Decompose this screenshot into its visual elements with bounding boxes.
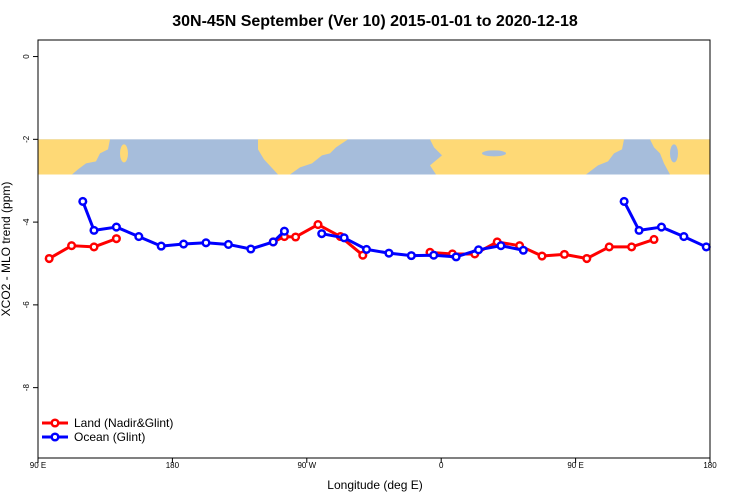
- data-point: [111, 234, 121, 244]
- data-point: [179, 239, 189, 249]
- series-line: [321, 232, 524, 259]
- data-point: [361, 244, 372, 254]
- data-point: [384, 248, 394, 258]
- data-point: [473, 245, 484, 255]
- data-point: [317, 229, 327, 239]
- series-ocean: [78, 196, 711, 262]
- data-point: [619, 196, 629, 206]
- legend-label: Ocean (Glint): [74, 430, 145, 444]
- x-tick-label: 180: [166, 461, 180, 470]
- data-point: [537, 251, 547, 261]
- map-landmass: [258, 139, 348, 175]
- data-point: [406, 251, 416, 261]
- legend: Land (Nadir&Glint)Ocean (Glint): [42, 416, 173, 444]
- y-axis-title: XCO2 - MLO trend (ppm): [0, 182, 13, 317]
- y-tick-label: 0: [22, 54, 31, 59]
- chart-title: 30N-45N September (Ver 10) 2015-01-01 to…: [172, 13, 578, 30]
- data-point: [339, 233, 349, 243]
- y-axis: 0 -2 -4 -6 -8: [22, 54, 38, 391]
- x-tick-label: 180: [703, 461, 717, 470]
- data-point: [496, 241, 506, 251]
- x-axis: 90 E 180 90 W 0 90 E 180: [30, 458, 717, 470]
- data-point: [44, 253, 54, 264]
- y-tick-label: -6: [22, 301, 31, 309]
- x-tick-label: 90 E: [30, 461, 46, 470]
- data-point: [429, 250, 439, 260]
- x-tick-label: 0: [439, 461, 444, 470]
- map-landmass: [430, 139, 624, 175]
- y-tick-label: -2: [22, 135, 31, 143]
- world-map-band: [38, 139, 710, 175]
- legend-marker: [50, 418, 60, 428]
- data-point: [246, 244, 256, 254]
- x-axis-title: Longitude (deg E): [327, 478, 422, 492]
- data-point: [223, 239, 233, 249]
- data-point: [201, 238, 211, 248]
- x-tick-label: 90 E: [567, 461, 583, 470]
- data-point: [89, 242, 99, 252]
- map-sea: [482, 150, 506, 157]
- data-point: [559, 249, 569, 259]
- data-point: [701, 242, 711, 252]
- data-point: [634, 225, 644, 235]
- map-landmass: [650, 139, 710, 175]
- x-tick-label: 90 W: [297, 461, 316, 470]
- data-point: [451, 252, 461, 262]
- map-landmass: [38, 139, 110, 175]
- data-point: [291, 232, 301, 242]
- data-point: [111, 222, 121, 232]
- data-point: [679, 232, 689, 242]
- data-point: [134, 232, 144, 242]
- data-point: [156, 241, 166, 251]
- data-point: [279, 226, 289, 236]
- data-point: [656, 222, 667, 232]
- series-line: [622, 200, 707, 249]
- data-point: [78, 196, 88, 206]
- y-tick-label: -4: [22, 218, 31, 226]
- map-sea: [670, 144, 678, 163]
- legend-label: Land (Nadir&Glint): [74, 416, 173, 430]
- series-layer: [44, 196, 711, 264]
- data-point: [313, 220, 323, 230]
- legend-marker: [50, 432, 60, 442]
- series-line: [48, 237, 117, 260]
- data-point: [518, 245, 528, 255]
- data-point: [627, 242, 637, 252]
- map-landmass: [120, 144, 128, 163]
- plot-frame: [37, 39, 711, 459]
- data-point: [604, 242, 614, 252]
- data-point: [268, 237, 278, 247]
- data-point: [582, 253, 592, 264]
- data-point: [649, 234, 659, 245]
- y-tick-label: -8: [22, 384, 31, 392]
- data-point: [67, 241, 77, 251]
- data-point: [89, 225, 99, 235]
